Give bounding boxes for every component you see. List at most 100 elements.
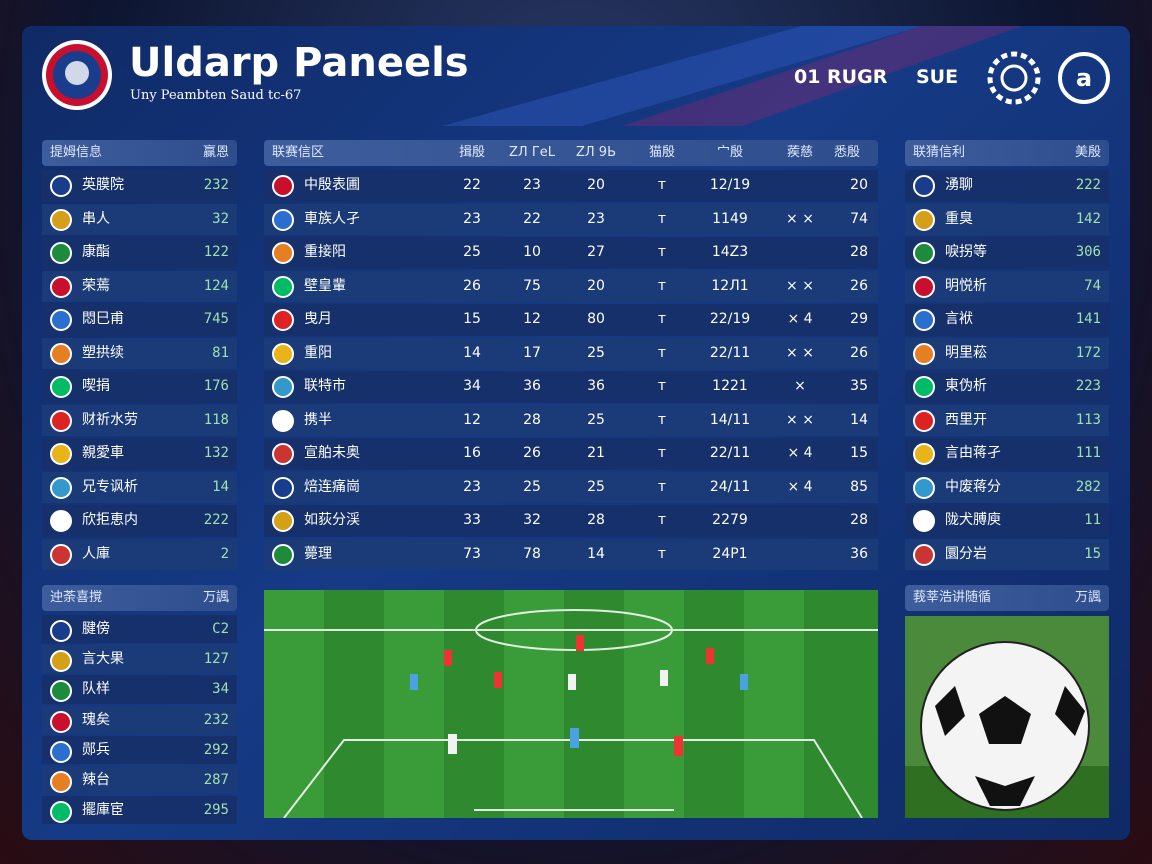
- team-name: 湧聊: [945, 177, 973, 193]
- settings-icon[interactable]: [984, 50, 1044, 106]
- team-badge: [50, 710, 72, 733]
- subtitle: Uny Peambten Saud tc-67: [130, 88, 302, 103]
- column-header: ZЛ 9Ь: [575, 145, 616, 160]
- table-cell: 25: [587, 478, 605, 495]
- team-badge: [913, 476, 935, 499]
- table-cell: 22: [463, 177, 481, 193]
- table-cell: 17: [523, 344, 541, 361]
- header-label: 赢恩: [202, 145, 229, 160]
- team-badge: [913, 376, 935, 398]
- table-cell: 25: [523, 478, 541, 495]
- team-name: 重臭: [945, 210, 973, 227]
- table-cell: 重阳: [304, 344, 332, 361]
- team-badge: [272, 476, 294, 499]
- header-label: 万諷: [202, 590, 229, 605]
- table-cell: 28: [523, 411, 541, 428]
- team-badge: [913, 443, 935, 465]
- team-value: 74: [1084, 277, 1101, 294]
- svg-text:a: a: [1076, 64, 1092, 92]
- table-cell: 23: [463, 478, 481, 495]
- table-row: 重阳 14 17 25 ᴛ 22/11 × × 26: [264, 337, 878, 369]
- left-panel-row: 康酯 122: [42, 237, 237, 269]
- table-cell: 73: [463, 545, 481, 562]
- team-badge: [913, 242, 935, 264]
- table-row: 中殷表圃 22 23 20 ᴛ 12/19 20: [264, 170, 878, 202]
- table-cell: 14/11: [709, 411, 751, 428]
- table-cell: 85: [850, 478, 868, 495]
- table-cell: ᴛ: [657, 378, 667, 394]
- column-header: 揖殷: [458, 145, 485, 160]
- team-badge: [50, 175, 72, 197]
- team-name: 欣拒恵内: [82, 512, 138, 528]
- table-cell: 23: [463, 210, 481, 227]
- team-badge: [913, 309, 935, 331]
- table-cell: 36: [850, 545, 868, 562]
- table-cell: 如荻分渓: [304, 512, 360, 528]
- table-row: 携半 12 28 25 ᴛ 14/11 × × 14: [264, 404, 878, 436]
- team-name: 陇犬膊庾: [945, 512, 1001, 528]
- left-panel-row: 欣拒恵内 222: [42, 505, 237, 537]
- team-name: 親愛車: [82, 445, 124, 461]
- team-name: 荣蔫: [82, 277, 110, 294]
- team-value: 81: [212, 344, 229, 361]
- team-badge: [50, 740, 72, 763]
- column-header: 悉殷: [833, 145, 860, 160]
- team-badge: [50, 680, 72, 703]
- table-cell: 34: [463, 378, 481, 394]
- table-cell: ᴛ: [657, 411, 667, 428]
- table-cell: 75: [523, 277, 541, 294]
- team-value: 113: [1075, 411, 1101, 428]
- team-name: 明悦析: [945, 277, 987, 294]
- team-value: 2: [220, 545, 229, 562]
- table-cell: 21: [587, 445, 605, 461]
- table-cell: 78: [523, 545, 541, 562]
- table-cell: 中殷表圃: [304, 177, 360, 193]
- right-panel-row: 圜分岩 15: [905, 538, 1109, 570]
- profile-icon[interactable]: a: [1056, 50, 1112, 106]
- header-label: 迚荼喜撹: [50, 590, 103, 605]
- table-row: 宣舶未奥 16 26 21 ᴛ 22/11 × 4 15: [264, 438, 878, 470]
- table-cell: 22/19: [709, 311, 751, 327]
- right-panel-row: 中废蒋分 282: [905, 471, 1109, 503]
- team-value: 11: [1084, 512, 1101, 528]
- table-cell: 曳月: [304, 311, 332, 327]
- table-cell: 12: [463, 411, 481, 428]
- table-cell: 2279: [712, 512, 748, 528]
- table-cell: 22: [523, 210, 541, 227]
- team-badge: [272, 543, 294, 566]
- header-label: 万諷: [1074, 590, 1101, 605]
- table-cell: × 4: [787, 445, 813, 461]
- table-cell: × ×: [786, 344, 814, 361]
- table-cell: ᴛ: [657, 244, 667, 260]
- table-cell: 28: [850, 244, 868, 260]
- header-deco: [442, 26, 1022, 126]
- header-label: 美殷: [1074, 145, 1101, 160]
- team-badge: [50, 242, 72, 264]
- table-cell: 74: [850, 210, 868, 227]
- team-value: 124: [203, 277, 229, 294]
- team-value: 14: [212, 478, 229, 495]
- column-header: 联赛信区: [272, 145, 325, 160]
- team-badge: [272, 175, 294, 197]
- logo: [42, 40, 112, 110]
- team-badge: [50, 443, 72, 465]
- table-cell: 車族人孑: [304, 210, 360, 227]
- right-panel-row: 湧聊 222: [905, 170, 1109, 202]
- team-value: 122: [203, 244, 229, 260]
- table-cell: × ×: [786, 277, 814, 294]
- table-cell: ᴛ: [657, 512, 667, 528]
- team-name: 塑拱续: [82, 344, 124, 361]
- team-value: 232: [203, 711, 229, 728]
- table-cell: ᴛ: [657, 478, 667, 495]
- table-cell: 22/11: [709, 445, 751, 461]
- team-value: C2: [212, 621, 229, 637]
- table-cell: × 4: [787, 311, 813, 327]
- team-value: 15: [1084, 545, 1101, 562]
- table-cell: 1149: [712, 210, 748, 227]
- table-cell: 15: [850, 445, 868, 461]
- team-name: 圜分岩: [945, 545, 987, 562]
- team-badge: [913, 342, 935, 365]
- team-badge: [50, 409, 72, 432]
- team-name: 辣台: [82, 772, 110, 788]
